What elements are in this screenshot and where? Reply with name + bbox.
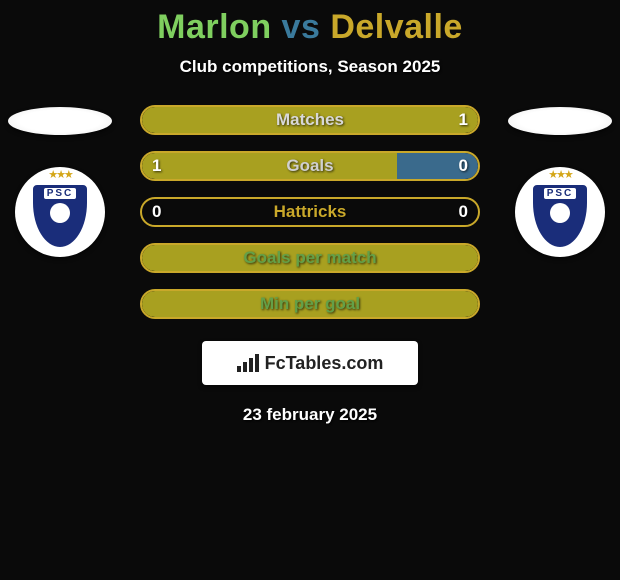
club-ball-icon xyxy=(550,203,570,223)
stat-value-right: 0 xyxy=(459,156,468,176)
date-label: 23 february 2025 xyxy=(0,405,620,425)
stat-label: Min per goal xyxy=(142,294,478,314)
subtitle: Club competitions, Season 2025 xyxy=(0,57,620,77)
stat-row: Hattricks0 0 xyxy=(140,197,480,227)
brand-logo: FcTables.com xyxy=(202,341,418,385)
stat-row: Goals1 0 xyxy=(140,151,480,181)
stat-row: Goals per match xyxy=(140,243,480,273)
brand-logo-text: FcTables.com xyxy=(265,353,384,374)
club-shield-icon: PSC xyxy=(531,183,589,249)
stat-value-left: 0 xyxy=(152,202,161,222)
player2-club-badge: ★★★ PSC xyxy=(515,167,605,257)
club-shield-label: PSC xyxy=(44,188,77,199)
stat-row: Matches1 xyxy=(140,105,480,135)
title-vs: vs xyxy=(272,8,331,46)
stat-row: Min per goal xyxy=(140,289,480,319)
left-column: ★★★ PSC xyxy=(0,105,120,257)
club-stars-icon: ★★★ xyxy=(548,168,572,181)
title-player2: Delvalle xyxy=(330,8,463,46)
stat-value-right: 0 xyxy=(459,202,468,222)
stat-label: Goals per match xyxy=(142,248,478,268)
club-stars-icon: ★★★ xyxy=(48,168,72,181)
page-title: Marlon vs Delvalle xyxy=(0,0,620,47)
player1-avatar-placeholder xyxy=(8,107,112,135)
player1-club-badge: ★★★ PSC xyxy=(15,167,105,257)
stat-value-left: 1 xyxy=(152,156,161,176)
stat-label: Hattricks xyxy=(142,202,478,222)
right-column: ★★★ PSC xyxy=(500,105,620,257)
title-player1: Marlon xyxy=(157,8,271,46)
player2-avatar-placeholder xyxy=(508,107,612,135)
stats-bars: Matches1Goals10Hattricks00Goals per matc… xyxy=(140,105,480,319)
stat-value-right: 1 xyxy=(459,110,468,130)
club-ball-icon xyxy=(50,203,70,223)
bar-chart-icon xyxy=(237,354,259,372)
club-shield-icon: PSC xyxy=(31,183,89,249)
content-area: ★★★ PSC ★★★ PSC Matches1Goals10Hattricks… xyxy=(0,105,620,425)
club-shield-label: PSC xyxy=(544,188,577,199)
stat-label: Goals xyxy=(142,156,478,176)
stat-label: Matches xyxy=(142,110,478,130)
